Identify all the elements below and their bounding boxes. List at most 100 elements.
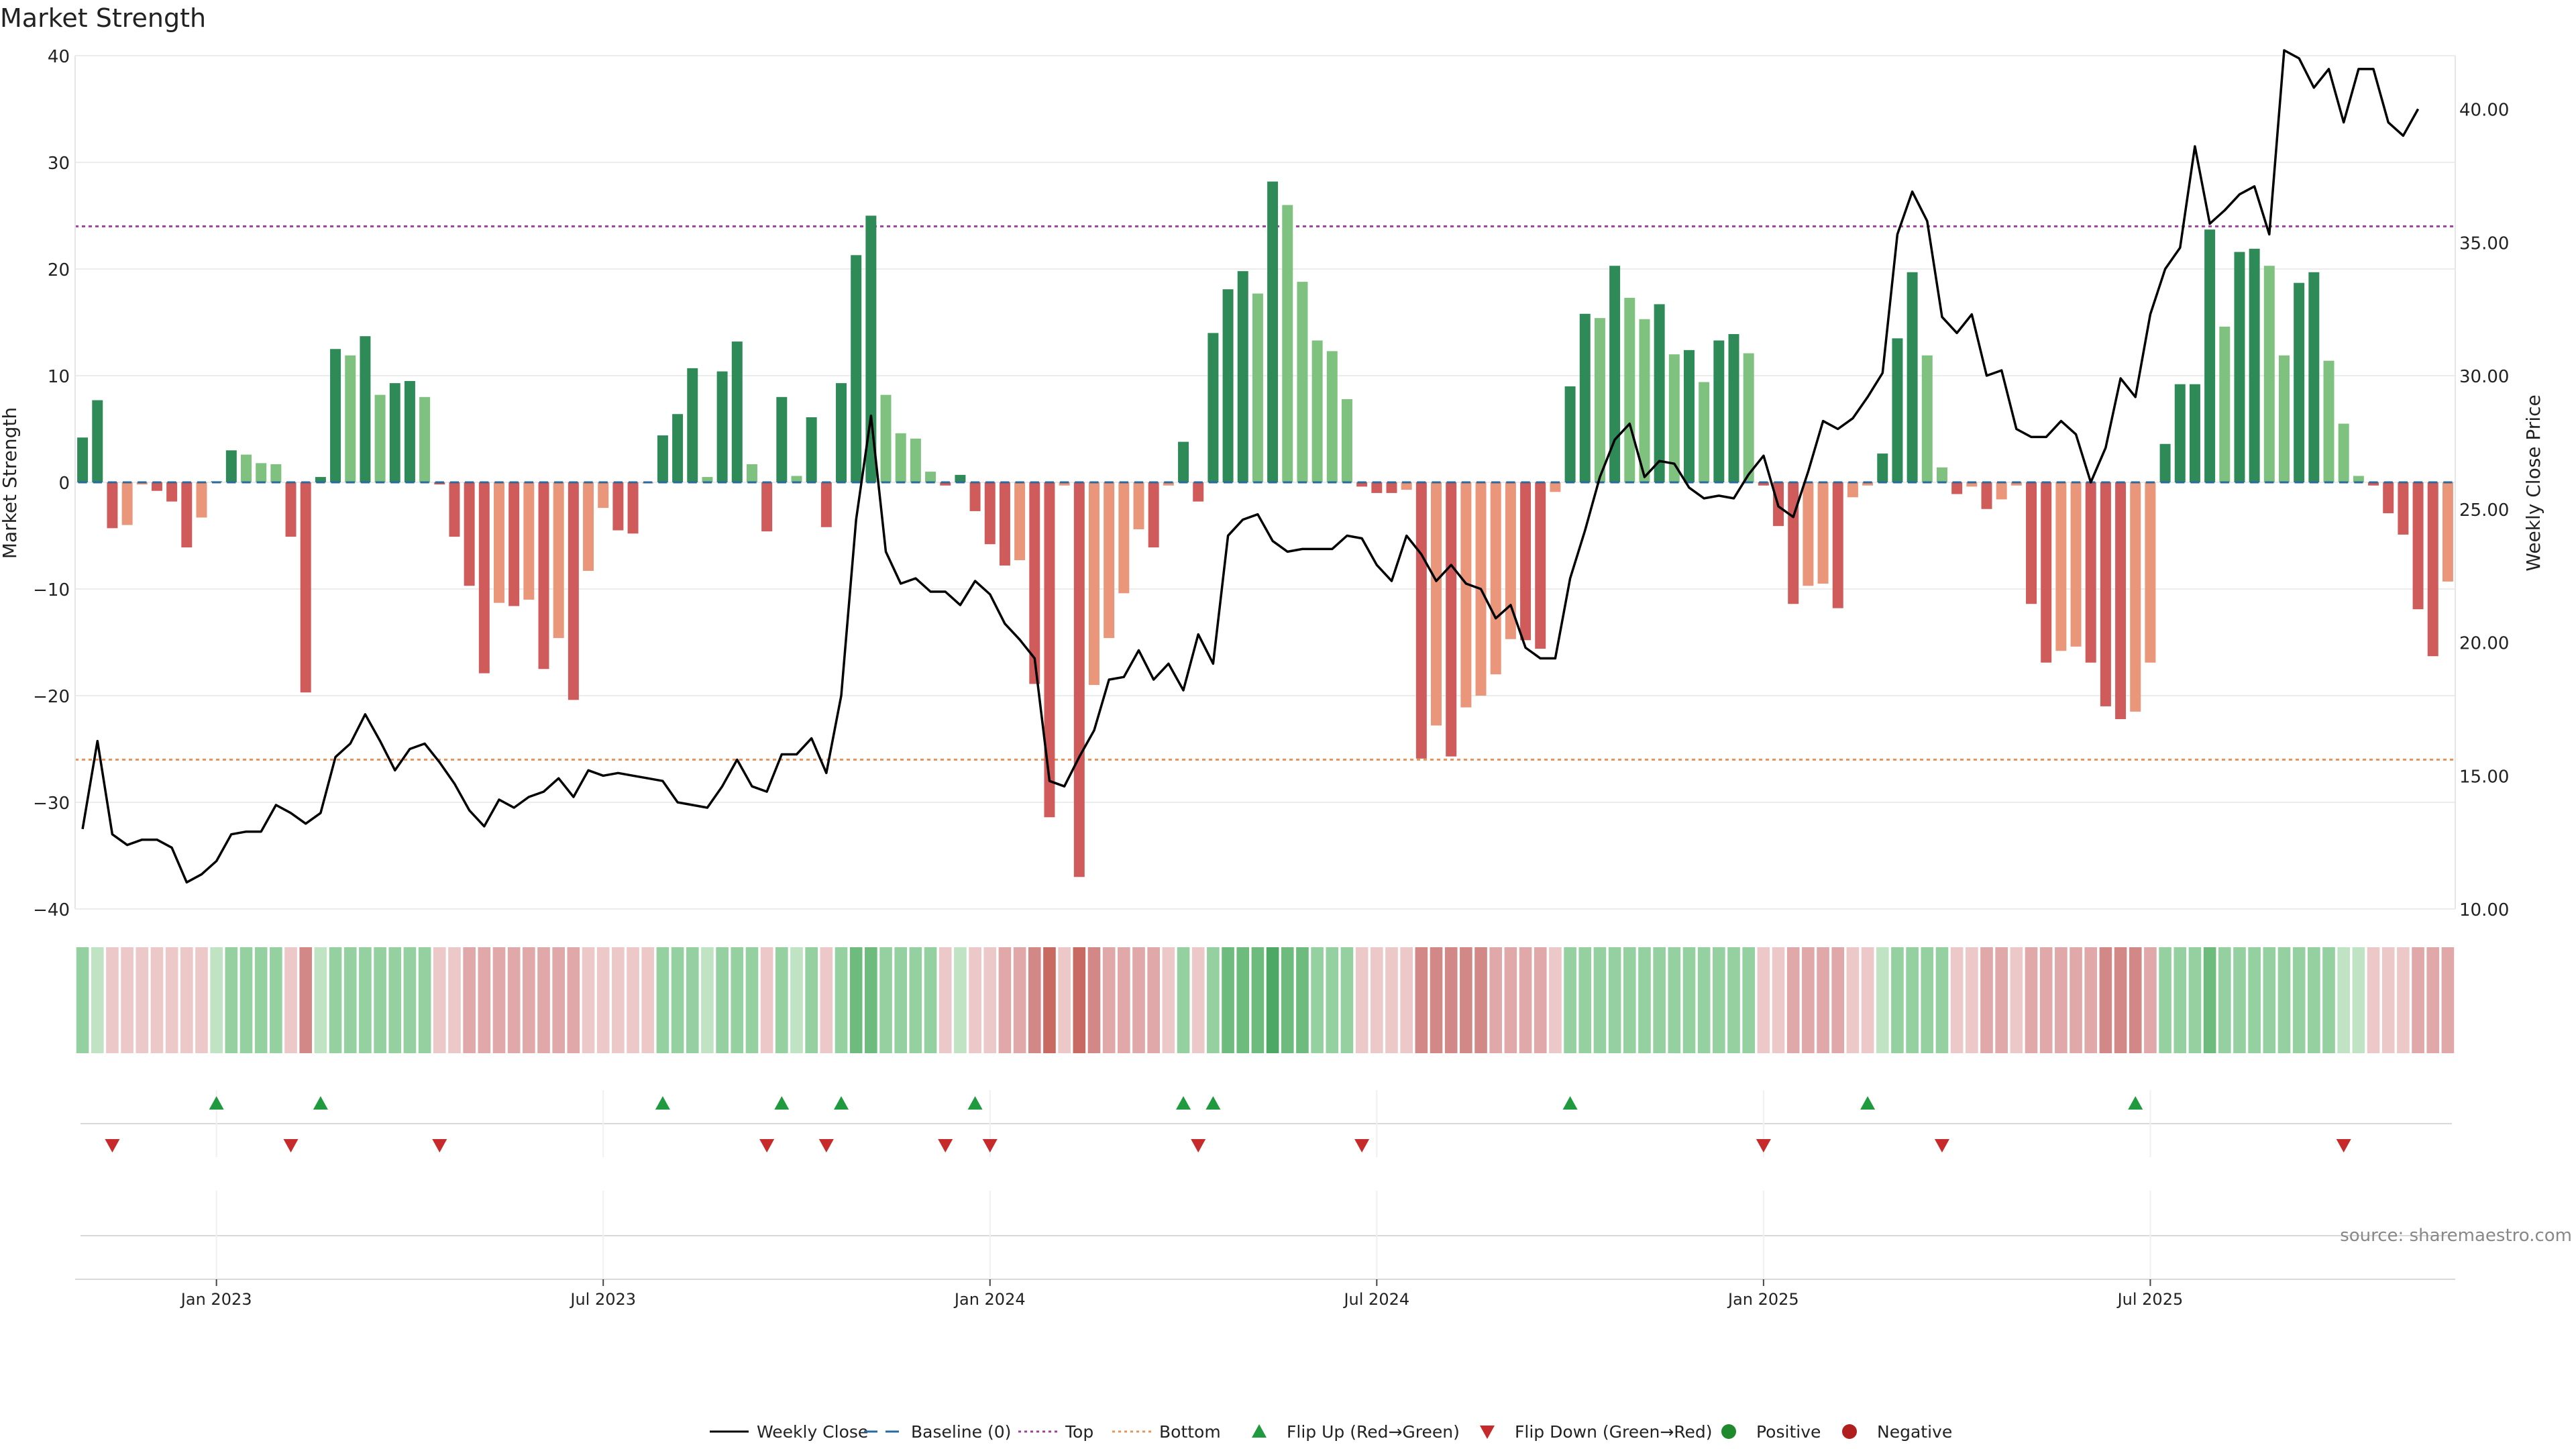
positive-strength-bar [2338, 423, 2349, 482]
strength-heat-cell [1564, 947, 1576, 1053]
negative-strength-bar [1118, 482, 1130, 594]
strength-heat-cell [805, 947, 818, 1053]
negative-strength-bar [1193, 482, 1204, 502]
strength-heat-cell [2084, 947, 2098, 1053]
strength-heat-cell [329, 947, 342, 1053]
x-tick-label: Jul 2023 [569, 1290, 636, 1309]
legend-label: Positive [1756, 1422, 1821, 1442]
strength-heat-cell [745, 947, 759, 1053]
positive-strength-bar [1743, 353, 1754, 482]
strength-heat-cell [2337, 947, 2351, 1053]
strength-heat-cell [523, 947, 535, 1053]
negative-strength-bar [2010, 482, 2022, 486]
legend-label: Bottom [1159, 1422, 1221, 1442]
legend-dot-icon [1721, 1424, 1736, 1439]
strength-heat-cell [938, 947, 952, 1053]
strength-heat-cell [343, 947, 357, 1053]
strength-heat-cell [2010, 947, 2023, 1053]
strength-heat-cell [1697, 947, 1711, 1053]
strength-heat-cell [2188, 947, 2202, 1053]
strength-heat-cell [1921, 947, 1934, 1053]
legend-label: Negative [1877, 1422, 1952, 1442]
negative-strength-bar [2442, 482, 2453, 582]
strength-heat-cell [1430, 947, 1443, 1053]
strength-heat-cell [180, 947, 193, 1053]
strength-heat-cell [195, 947, 208, 1053]
positive-strength-bar [360, 336, 371, 482]
positive-strength-bar [910, 438, 921, 482]
strength-heat-cell [1385, 947, 1398, 1053]
strength-heat-cell [865, 947, 877, 1053]
negative-strength-bar [300, 482, 311, 693]
strength-heat-cell [2248, 947, 2261, 1053]
strength-heat-cell [1995, 947, 2008, 1053]
strength-heat-cell [2412, 947, 2424, 1053]
strength-heat-cell [1980, 947, 1993, 1053]
y-right-tick-label: 40.00 [2459, 101, 2509, 121]
flip-down-marker [1756, 1139, 1771, 1152]
strength-heat-cell [463, 947, 476, 1053]
strength-heat-cell [2426, 947, 2440, 1053]
positive-strength-bar [1282, 205, 1293, 482]
positive-strength-bar [1654, 304, 1665, 482]
flip-down-marker [759, 1139, 775, 1152]
strength-heat-cell [671, 947, 684, 1053]
threshold-lines [75, 225, 2455, 761]
y-left-tick-label: 0 [58, 474, 70, 494]
strength-heat-cell [537, 947, 550, 1053]
positive-strength-bar [374, 394, 386, 482]
positive-strength-bar [2189, 384, 2200, 482]
flip-down-marker [938, 1139, 953, 1152]
y-left-tick-label: −40 [33, 900, 70, 920]
strength-heat-cell [879, 947, 892, 1053]
legend-flip-up-icon [1252, 1424, 1267, 1438]
positive-strength-bar [345, 355, 356, 482]
negative-strength-bar [583, 482, 594, 571]
strength-heat-cell [1757, 947, 1770, 1053]
weekly-close-line [81, 49, 2420, 884]
strength-heat-cell [1474, 947, 1487, 1053]
negative-strength-bar [1966, 482, 1978, 487]
strength-heat-cell [254, 947, 268, 1053]
positive-strength-bar [315, 477, 326, 482]
strength-heat-cell [2055, 947, 2068, 1053]
legend-label: Flip Down (Green→Red) [1515, 1422, 1713, 1442]
positive-strength-bar [865, 215, 877, 482]
y-left-tick-label: −20 [33, 687, 70, 707]
positive-strength-bar [2159, 443, 2171, 482]
positive-strength-bar [1921, 355, 1933, 482]
strength-heat-cell [1742, 947, 1756, 1053]
strength-heat-cell [91, 947, 104, 1053]
strength-heat-cell [1831, 947, 1845, 1053]
negative-strength-bar [2100, 482, 2111, 706]
negative-strength-bar [2085, 482, 2096, 663]
positive-strength-bar [687, 368, 698, 482]
positive-strength-bar [241, 454, 252, 482]
strength-heat-cell [1802, 947, 1815, 1053]
strength-heat-cell [627, 947, 639, 1053]
flip-up-marker [774, 1096, 790, 1110]
strength-heat-cell [656, 947, 669, 1053]
negative-strength-bar [1029, 482, 1040, 684]
negative-strength-bar [761, 482, 773, 532]
strength-heat-cell [835, 947, 848, 1053]
strength-heat-cell [150, 947, 164, 1053]
negative-strength-bar [1073, 482, 1085, 877]
positive-strength-bar [806, 417, 817, 482]
strength-heat-cell [1713, 947, 1725, 1053]
flip-up-marker [1562, 1096, 1578, 1110]
y-right-tick-label: 15.00 [2459, 767, 2509, 787]
strength-heat-cell [775, 947, 788, 1053]
strength-heat-cell [596, 947, 610, 1053]
negative-strength-bar [166, 482, 178, 502]
strength-heat-cell [1593, 947, 1607, 1053]
negative-strength-bar [2130, 482, 2141, 712]
negative-strength-bar [434, 482, 445, 485]
strength-heat-cell [1147, 947, 1161, 1053]
strength-heat-cell [983, 947, 997, 1053]
negative-strength-bar [1832, 482, 1843, 608]
negative-strength-bar [969, 482, 981, 511]
strength-heat-cell [894, 947, 908, 1053]
negative-strength-bar [285, 482, 297, 537]
positive-strength-bar [1907, 272, 1918, 482]
